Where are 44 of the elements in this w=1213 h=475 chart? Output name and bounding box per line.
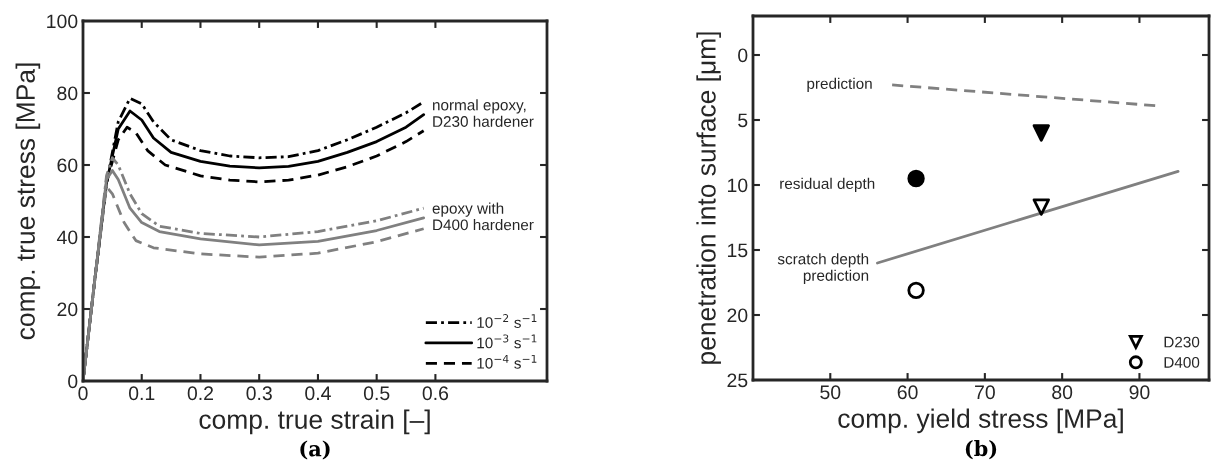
text: (a) bbox=[300, 440, 330, 460]
y-tick-label: 5 bbox=[738, 113, 748, 128]
point bbox=[907, 281, 925, 299]
x-tick-label: 60 bbox=[897, 385, 918, 400]
x-tick-label: 0.3 bbox=[246, 386, 272, 401]
annotation: normal epoxy, D230 hardener bbox=[433, 99, 534, 127]
x-tick-label: 0.2 bbox=[187, 386, 214, 401]
legend-label: 10$^{−2}$ s$^{−1}$ bbox=[477, 314, 537, 328]
y-tick-label: 20 bbox=[57, 302, 78, 317]
x-tick-label: 0 bbox=[78, 386, 88, 401]
y-tick-label: 40 bbox=[56, 230, 78, 245]
x-tick-label: 0.5 bbox=[363, 386, 390, 401]
y-tick-label: 20 bbox=[727, 308, 748, 323]
y-axis-title: penetration into surface [μm] bbox=[696, 32, 721, 364]
x-tick-label: 50 bbox=[820, 385, 841, 400]
annotation: epoxy with D400 hardener bbox=[432, 202, 534, 231]
legend-label: 10$^{−4}$ s$^{−1}$ bbox=[477, 354, 537, 369]
annotation: scratch depth prediction bbox=[777, 253, 869, 284]
y-tick-label: 60 bbox=[57, 158, 78, 173]
annotation: prediction bbox=[807, 77, 872, 93]
x-tick-label: 0.6 bbox=[422, 386, 449, 401]
x-tick-label: 0.1 bbox=[128, 386, 155, 401]
legend-label: 10$^{−3}$ s$^{−1}$ bbox=[477, 334, 537, 349]
x-tick-label: 70 bbox=[975, 385, 995, 400]
y-tick-label: 80 bbox=[57, 86, 78, 101]
x-tick-label: 90 bbox=[1129, 385, 1150, 400]
x-axis-title: comp. true strain [–] bbox=[199, 409, 430, 435]
x-axis-title: comp. yield stress [MPa] bbox=[838, 408, 1123, 434]
point bbox=[907, 169, 925, 188]
y-axis-title: comp. true stress [MPa] bbox=[15, 63, 41, 340]
x-tick-label: 80 bbox=[1052, 385, 1073, 400]
y-tick-label: 100 bbox=[47, 14, 78, 29]
legend-label: D230 bbox=[1164, 336, 1200, 348]
text: (b) bbox=[965, 440, 997, 460]
point bbox=[1032, 198, 1050, 216]
y-tick-label: 0 bbox=[68, 374, 78, 389]
legend-label: D400 bbox=[1164, 356, 1200, 368]
y-tick-label: 0 bbox=[738, 48, 748, 63]
y-tick-label: 15 bbox=[728, 243, 748, 258]
x-tick-label: 0.4 bbox=[305, 386, 331, 401]
annotation: residual depth bbox=[780, 177, 875, 193]
point bbox=[1032, 124, 1050, 142]
y-tick-label: 25 bbox=[727, 373, 748, 388]
y-tick-label: 10 bbox=[728, 178, 748, 193]
